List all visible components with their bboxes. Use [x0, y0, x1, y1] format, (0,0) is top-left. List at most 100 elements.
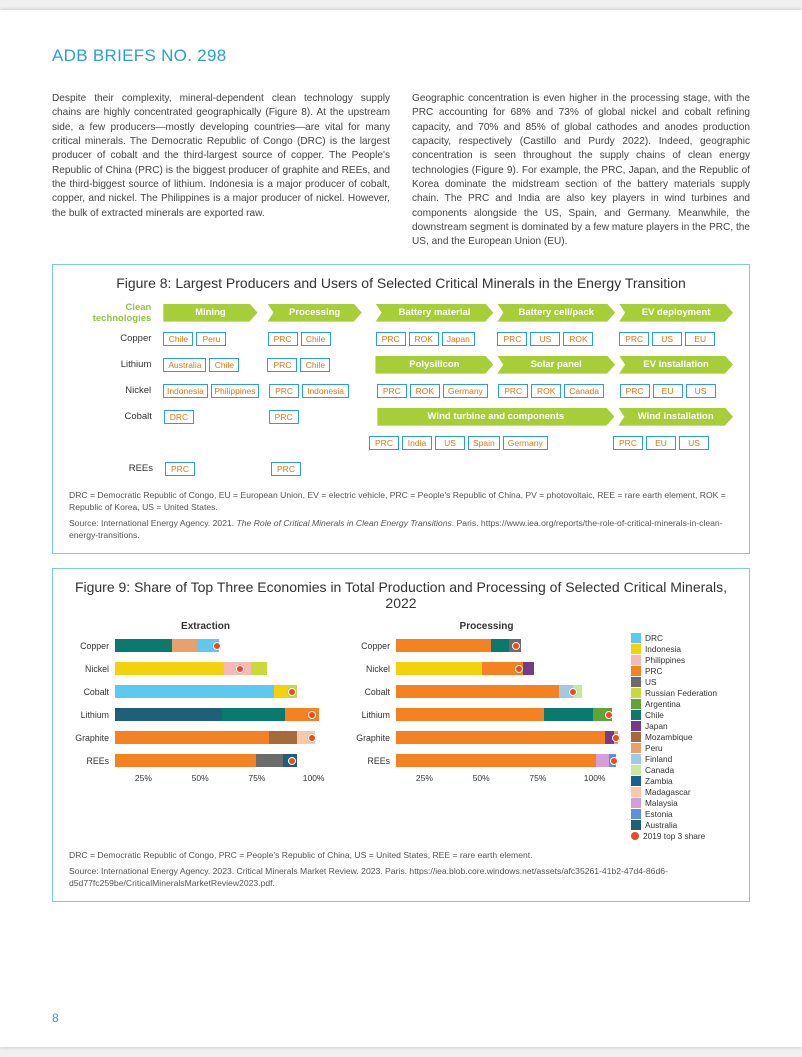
figure-9-processing: Processing CopperNickelCobaltLithiumGrap…: [350, 621, 623, 841]
country-box: EU: [653, 384, 683, 398]
country-box: PRC: [497, 332, 527, 346]
figure-9-extraction-title: Extraction: [69, 621, 342, 632]
body-right: Geographic concentration is even higher …: [412, 92, 750, 250]
stage-arrow: Solar panel: [497, 356, 615, 374]
legend-label: Zambia: [645, 776, 673, 786]
legend-item: Mozambique: [631, 732, 733, 742]
legend-label: Indonesia: [645, 644, 681, 654]
stage-arrow: Wind turbine and components: [377, 408, 614, 426]
row-label: Lithium: [69, 359, 159, 370]
marker-dot: [610, 757, 618, 765]
marker-dot: [569, 688, 577, 696]
country-box: PRC: [619, 332, 649, 346]
legend-item: Madagascar: [631, 787, 733, 797]
legend-item: Russian Federation: [631, 688, 733, 698]
row-label: Nickel: [69, 385, 159, 396]
page-number: 8: [52, 1011, 59, 1025]
bar-segment: [274, 685, 288, 698]
legend-label: Russian Federation: [645, 688, 717, 698]
legend-label: Canada: [645, 765, 674, 775]
bar-segment: [251, 662, 267, 675]
legend-swatch: [631, 776, 641, 786]
row-label: REEs: [69, 463, 161, 474]
bar-row: Graphite: [350, 728, 623, 748]
country-box: PRC: [269, 410, 299, 424]
country-box: DRC: [164, 410, 194, 424]
bar-segment: [115, 685, 274, 698]
legend-item: Australia: [631, 820, 733, 830]
legend-item: 2019 top 3 share: [631, 831, 733, 841]
legend-swatch: [631, 644, 641, 654]
figure-9-title: Figure 9: Share of Top Three Economies i…: [69, 579, 733, 611]
legend-item: Argentina: [631, 699, 733, 709]
country-box: PRC: [269, 384, 299, 398]
legend-label: Estonia: [645, 809, 673, 819]
legend-label: PRC: [645, 666, 663, 676]
bar-segment: [491, 639, 509, 652]
legend-item: Malaysia: [631, 798, 733, 808]
country-box: US: [435, 436, 465, 450]
legend-swatch: [631, 809, 641, 819]
legend-swatch: [631, 798, 641, 808]
legend-label: US: [645, 677, 657, 687]
bar-label: Lithium: [69, 710, 115, 720]
country-box: PRC: [613, 436, 643, 450]
legend-item: Philippines: [631, 655, 733, 665]
country-box: Germany: [443, 384, 488, 398]
legend-label: Peru: [645, 743, 663, 753]
marker-dot: [605, 711, 613, 719]
marker-dot: [288, 757, 296, 765]
bar-label: Graphite: [350, 733, 396, 743]
body-left: Despite their complexity, mineral-depend…: [52, 92, 390, 250]
legend-item: Indonesia: [631, 644, 733, 654]
bar-label: REEs: [69, 756, 115, 766]
bar-segment: [523, 662, 534, 675]
country-box: PRC: [376, 332, 406, 346]
axis-tick: 25%: [396, 773, 453, 783]
bar-row: Copper: [69, 636, 342, 656]
bar-segment: [172, 639, 197, 652]
bar-segment: [115, 708, 222, 721]
stage-arrow: Processing: [268, 304, 362, 322]
figure-9-notes: DRC = Democratic Republic of Congo, PRC …: [69, 849, 733, 889]
body-columns: Despite their complexity, mineral-depend…: [52, 92, 750, 250]
bar-label: REEs: [350, 756, 396, 766]
bar-row: REEs: [350, 751, 623, 771]
bar-segment: [115, 731, 269, 744]
axis-tick: 100%: [285, 773, 342, 783]
legend-swatch: [631, 699, 641, 709]
axis-tick: 25%: [115, 773, 172, 783]
legend-swatch: [631, 655, 641, 665]
legend-item: DRC: [631, 633, 733, 643]
legend-item: Japan: [631, 721, 733, 731]
country-box: PRC: [165, 462, 195, 476]
country-box: Chile: [209, 358, 239, 372]
country-box: Germany: [503, 436, 548, 450]
country-box: US: [652, 332, 682, 346]
stage-arrow: EV installation: [619, 356, 733, 374]
stage-arrow: Battery cell/pack: [497, 304, 615, 322]
legend-swatch: [631, 688, 641, 698]
bar-segment: [269, 731, 296, 744]
figure-9-abbr: DRC = Democratic Republic of Congo, PRC …: [69, 849, 733, 861]
bar-row: Nickel: [350, 659, 623, 679]
figure-9: Figure 9: Share of Top Three Economies i…: [52, 568, 750, 902]
country-box: ROK: [410, 384, 440, 398]
bar-segment: [396, 708, 544, 721]
marker-dot: [612, 734, 620, 742]
country-box: India: [402, 436, 432, 450]
country-box: Indonesia: [163, 384, 208, 398]
legend-label: Finland: [645, 754, 672, 764]
legend-marker-icon: [631, 832, 639, 840]
legend-swatch: [631, 732, 641, 742]
marker-dot: [308, 734, 316, 742]
legend-label: Argentina: [645, 699, 681, 709]
marker-dot: [308, 711, 316, 719]
legend-label: Chile: [645, 710, 664, 720]
stage-arrow: Battery material: [376, 304, 494, 322]
marker-dot: [236, 665, 244, 673]
bar-label: Graphite: [69, 733, 115, 743]
bar-row: Cobalt: [69, 682, 342, 702]
country-box: US: [530, 332, 560, 346]
bar-label: Cobalt: [69, 687, 115, 697]
